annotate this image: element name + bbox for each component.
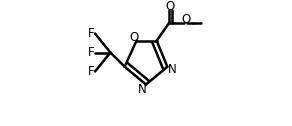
Text: N: N xyxy=(168,63,176,76)
Text: O: O xyxy=(181,13,190,26)
Text: F: F xyxy=(88,65,95,78)
Text: N: N xyxy=(138,83,147,96)
Text: O: O xyxy=(166,0,175,13)
Text: F: F xyxy=(88,46,95,59)
Text: O: O xyxy=(130,31,139,44)
Text: F: F xyxy=(88,27,95,40)
